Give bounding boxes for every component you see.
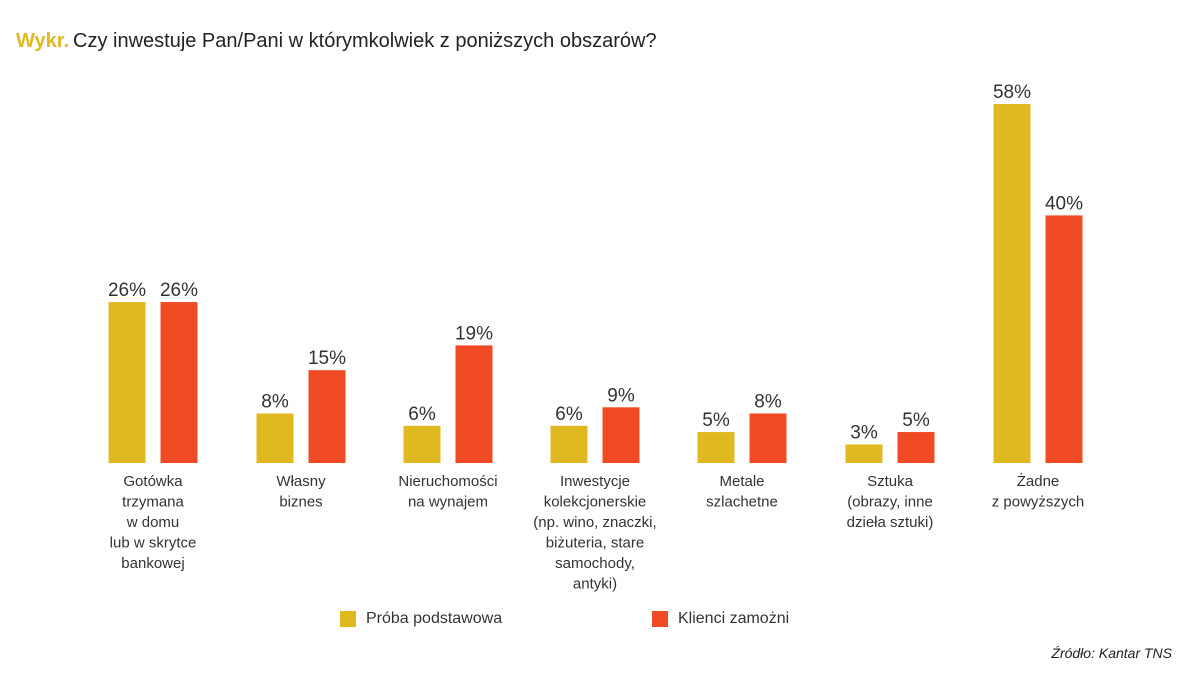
data-label-proba-podstawowa-0: 26% <box>108 280 146 301</box>
bar-klienci-zamozni-2 <box>455 345 493 463</box>
category-label-3-line-4: samochody, <box>555 555 635 572</box>
data-label-klienci-zamozni-3: 9% <box>607 385 635 406</box>
bar-klienci-zamozni-6 <box>1045 215 1083 463</box>
bar-klienci-zamozni-5 <box>897 432 935 463</box>
category-label-1-line-1: biznes <box>279 494 322 511</box>
category-label-3-line-2: (np. wino, znaczki, <box>533 514 656 531</box>
bar-proba-podstawowa-1 <box>256 413 294 463</box>
data-label-proba-podstawowa-1: 8% <box>261 391 289 412</box>
category-label-6-line-0: Żadne <box>1017 472 1060 490</box>
source-note: Źródło: Kantar TNS <box>1051 645 1172 661</box>
category-label-0-line-3: lub w skrytce <box>110 535 197 552</box>
legend-label-klienci-zamozni: Klienci zamożni <box>678 610 790 627</box>
bar-klienci-zamozni-3 <box>602 407 640 463</box>
legend-swatch-klienci-zamozni <box>652 611 668 627</box>
data-label-klienci-zamozni-5: 5% <box>902 410 930 431</box>
bar-proba-podstawowa-2 <box>403 425 441 463</box>
bar-proba-podstawowa-3 <box>550 425 588 463</box>
category-label-1-line-0: Własny <box>276 473 326 490</box>
legend-item-proba-podstawowa: Próba podstawowa <box>340 610 502 628</box>
bar-proba-podstawowa-0 <box>108 302 146 463</box>
category-label-4-line-1: szlachetne <box>706 494 778 511</box>
figure-prefix: Wykr. <box>16 30 69 52</box>
data-label-proba-podstawowa-5: 3% <box>850 422 878 443</box>
category-label-5-line-0: Sztuka <box>867 473 914 490</box>
bar-klienci-zamozni-1 <box>308 370 346 463</box>
bar-klienci-zamozni-4 <box>749 413 787 463</box>
category-label-5-line-2: dzieła sztuki) <box>847 514 934 531</box>
data-label-proba-podstawowa-6: 58% <box>993 82 1031 103</box>
bar-proba-podstawowa-5 <box>845 444 883 463</box>
legend: Próba podstawowa Klienci zamożni <box>0 610 1188 634</box>
category-label-2-line-0: Nieruchomości <box>398 473 497 490</box>
category-label-2-line-1: na wynajem <box>408 494 488 511</box>
category-label-3-line-3: biżuteria, stare <box>546 535 644 552</box>
legend-item-klienci-zamozni: Klienci zamożni <box>652 610 789 628</box>
category-label-4-line-0: Metale <box>719 473 764 490</box>
category-label-0-line-0: Gotówka <box>123 473 183 490</box>
category-label-3-line-0: Inwestycje <box>560 473 630 490</box>
category-label-0-line-2: w domu <box>126 514 180 531</box>
category-label-6-line-1: z powyższych <box>992 494 1085 511</box>
bar-klienci-zamozni-0 <box>160 302 198 463</box>
data-label-klienci-zamozni-6: 40% <box>1045 193 1083 214</box>
chart-title: Wykr. Czy inwestuje Pan/Pani w którymkolw… <box>16 30 657 53</box>
bar-proba-podstawowa-4 <box>697 432 735 463</box>
data-label-klienci-zamozni-0: 26% <box>160 280 198 301</box>
category-label-3-line-1: kolekcjonerskie <box>544 494 647 511</box>
bar-chart: 26% 26% Gotówka trzymana w domu lub w skrytce… <box>108 82 1085 593</box>
data-label-proba-podstawowa-2: 6% <box>408 404 436 425</box>
category-label-5-line-1: (obrazy, inne <box>847 494 933 511</box>
legend-label-proba-podstawowa: Próba podstawowa <box>366 610 503 627</box>
data-label-klienci-zamozni-4: 8% <box>754 391 782 412</box>
data-label-proba-podstawowa-4: 5% <box>702 410 730 431</box>
data-label-klienci-zamozni-2: 19% <box>455 323 493 344</box>
category-label-0-line-4: bankowej <box>121 555 184 572</box>
legend-swatch-proba-podstawowa <box>340 611 356 627</box>
category-label-0-line-1: trzymana <box>122 494 184 511</box>
figure-title: Czy inwestuje Pan/Pani w którymkolwiek z… <box>73 30 657 52</box>
category-label-3-line-5: antyki) <box>573 576 617 593</box>
bar-proba-podstawowa-6 <box>993 104 1031 463</box>
data-label-klienci-zamozni-1: 15% <box>308 348 346 369</box>
data-label-proba-podstawowa-3: 6% <box>555 404 583 425</box>
